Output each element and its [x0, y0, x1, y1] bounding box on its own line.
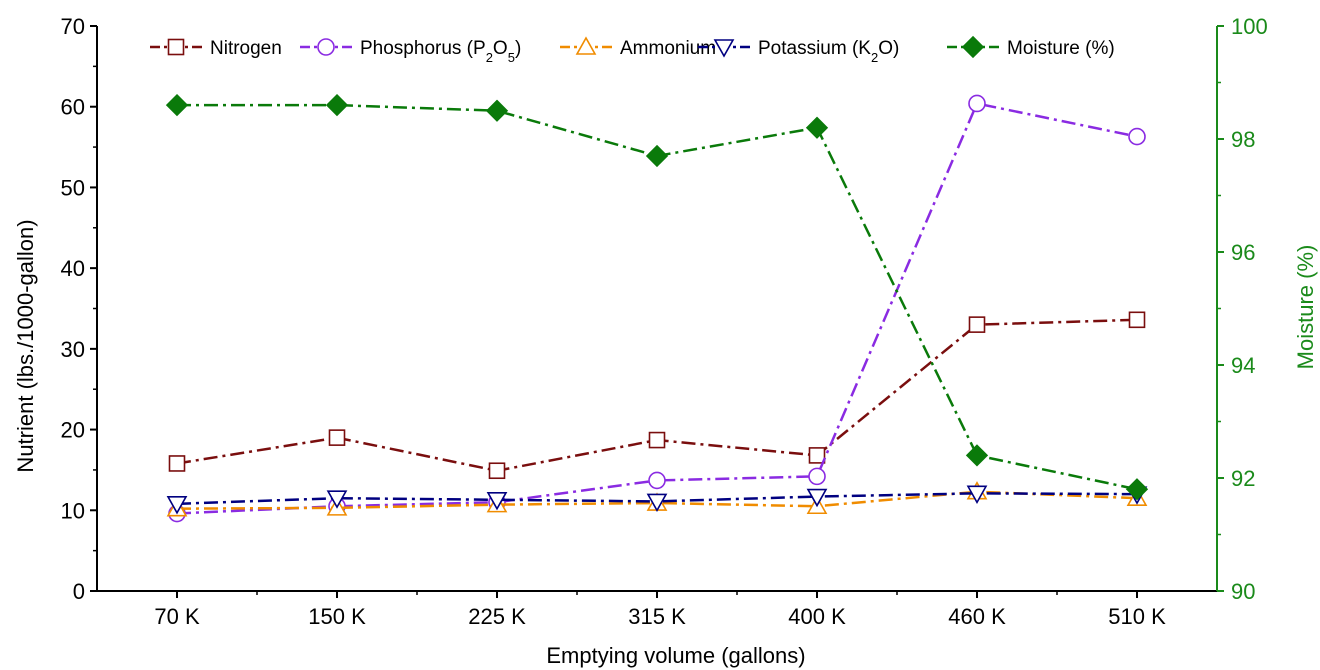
data-point: [486, 491, 508, 511]
axes: 0 10 20 30 40 50 60 70 90 92 94 96 98 100 70 K 150 K 225…: [61, 14, 1268, 629]
y-tick-label: 10: [61, 498, 85, 523]
data-point: [805, 116, 829, 139]
legend-label: Moisture (%): [1007, 38, 1115, 59]
data-point: [648, 471, 666, 490]
y2-tick-label: 92: [1231, 466, 1255, 491]
y-tick-label: 20: [61, 418, 85, 443]
x-tick-label: 510 K: [1108, 604, 1166, 629]
y-tick-label: 50: [61, 175, 85, 200]
y2-tick-label: 100: [1231, 14, 1268, 39]
x-tick-label: 315 K: [628, 604, 686, 629]
y-tick-label: 0: [73, 579, 85, 604]
data-point: [326, 490, 348, 509]
data-point: [806, 488, 828, 508]
legend-item: Phosphorus (P2O5): [300, 38, 521, 65]
data-point: [968, 94, 986, 113]
legend-item: Moisture (%): [947, 35, 1115, 59]
series-moisture: [165, 93, 1149, 501]
y-tick-label: 40: [61, 256, 85, 281]
x-axis-title: Emptying volume (gallons): [546, 643, 805, 668]
legend-marker: [167, 38, 185, 56]
legend-marker: [961, 35, 985, 59]
data-point: [488, 462, 506, 480]
legend-label: Ammonium: [620, 38, 716, 59]
y2-tick-label: 90: [1231, 579, 1255, 604]
legend-marker: [317, 38, 335, 56]
legend: Nitrogen Phosphorus (P2O5) Ammonium Potassi…: [150, 35, 1115, 65]
y2-tick-label: 96: [1231, 240, 1255, 265]
x-tick-label: 460 K: [948, 604, 1006, 629]
data-point: [645, 144, 669, 168]
data-point: [648, 431, 666, 449]
data-point: [808, 447, 826, 464]
legend-label: Nitrogen: [210, 38, 282, 59]
data-point: [328, 429, 346, 446]
data-point: [965, 444, 989, 467]
x-tick-label: 400 K: [788, 604, 846, 629]
y2-tick-label: 98: [1231, 127, 1255, 152]
data-point: [168, 455, 186, 472]
data-point: [165, 93, 189, 117]
y-axis-title: Nutrient (lbs./1000-gallon): [13, 219, 38, 472]
series-nitrogen: [168, 311, 1146, 480]
data-point: [1125, 478, 1149, 501]
legend-label: Potassium (K2O): [758, 38, 899, 65]
data-point: [1128, 127, 1146, 146]
x-tick-label: 70 K: [154, 604, 200, 629]
data-point: [808, 467, 826, 486]
y-tick-label: 70: [61, 14, 85, 39]
y2-tick-label: 94: [1231, 353, 1255, 378]
data-point: [966, 485, 988, 504]
data-point: [166, 496, 188, 515]
data-point: [325, 93, 349, 117]
data-point: [646, 493, 668, 513]
legend-label: Phosphorus (P2O5): [360, 38, 521, 65]
y-tick-label: 30: [61, 337, 85, 362]
legend-item: Potassium (K2O): [698, 38, 899, 65]
legend-marker: [575, 36, 597, 55]
x-tick-label: 150 K: [308, 604, 366, 629]
y-tick-label: 60: [61, 95, 85, 120]
x-tick-label: 225 K: [468, 604, 526, 629]
series-layer: [165, 93, 1149, 523]
legend-item: Ammonium: [560, 36, 716, 59]
legend-item: Nitrogen: [150, 38, 282, 59]
data-point: [1128, 311, 1146, 329]
y2-axis-title: Moisture (%): [1293, 245, 1318, 370]
data-point: [968, 316, 986, 333]
data-point: [485, 99, 509, 122]
legend-marker: [713, 39, 735, 58]
